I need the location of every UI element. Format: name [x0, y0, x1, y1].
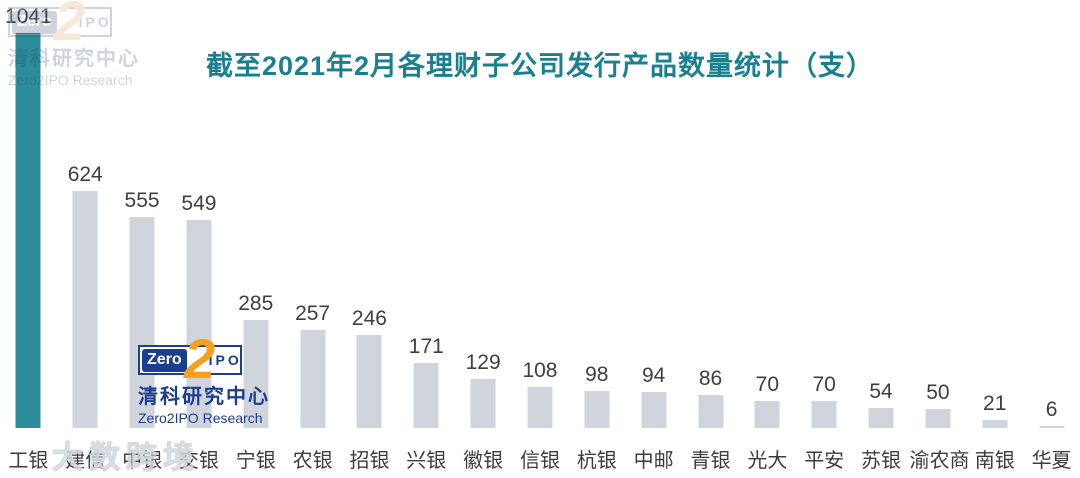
category-label: 建信: [65, 450, 106, 472]
bar-column: 257 农银: [284, 0, 341, 478]
logo-zero-text: Zero: [12, 10, 57, 34]
logo-two-text: 2: [184, 327, 216, 390]
bar-value-label: 555: [124, 189, 160, 213]
bar-value-label: 246: [351, 306, 387, 330]
logo-box: Zero 2 IPO: [8, 0, 112, 49]
bar: [754, 401, 780, 428]
category-label: 平安: [804, 450, 845, 472]
bar-value-label: 54: [869, 379, 893, 403]
bar: [527, 387, 553, 428]
bar-column: 94 中邮: [625, 0, 682, 478]
bar-column: 549 交银: [171, 0, 228, 478]
bar: [15, 33, 41, 428]
logo-chinese-name: 清科研究中心: [138, 386, 270, 408]
bar-column: 129 徽银: [455, 0, 512, 478]
site-watermark: 大数跨境: [52, 440, 200, 476]
logo-english-name: Zero2IPO Research: [138, 410, 263, 426]
category-label: 徽银: [463, 450, 504, 472]
bar: [470, 379, 496, 428]
zero2ipo-logo: Zero 2 IPO 清科研究中心 Zero2IPO Research: [138, 330, 270, 426]
bar-column: 70 光大: [739, 0, 796, 478]
bar-value-label: 86: [698, 367, 723, 391]
bar: [186, 219, 212, 428]
category-label: 兴银: [406, 450, 447, 472]
category-label: 农银: [292, 450, 333, 472]
bar-value-label: 624: [67, 163, 103, 187]
category-label: 光大: [747, 450, 788, 472]
logo-box: Zero 2 IPO: [138, 331, 242, 387]
category-label: 招银: [349, 450, 390, 472]
bar-column: 98 杭银: [568, 0, 625, 478]
bar-value-label: 98: [585, 362, 609, 386]
bar: [72, 191, 98, 428]
bar-column: 555 中银: [114, 0, 171, 478]
bar-column: 86 青银: [682, 0, 739, 478]
bar-column: 50 渝农商: [909, 0, 970, 478]
bar: [243, 319, 269, 428]
logo-zero-text: Zero: [142, 348, 187, 372]
bar: [868, 407, 894, 428]
category-label: 中邮: [633, 450, 674, 472]
category-label: 工银: [8, 450, 49, 472]
bar: [584, 390, 610, 428]
bar-column: 246 招银: [341, 0, 398, 478]
bar-value-label: 129: [465, 351, 501, 375]
bar-column: 108 信银: [512, 0, 569, 478]
bar-column: 624 建信: [57, 0, 114, 478]
bar: [982, 420, 1008, 428]
bar-column: 54 苏银: [853, 0, 910, 478]
bar-value-label: 21: [983, 392, 1007, 416]
bar: [811, 401, 837, 428]
bar-value-label: 257: [295, 302, 331, 326]
bar-column: 70 平安: [796, 0, 853, 478]
chart-title: 截至2021年2月各理财子公司发行产品数量统计（支）: [205, 51, 875, 81]
bar: [641, 392, 667, 428]
category-label: 青银: [690, 450, 731, 472]
bar-column: 6 华夏: [1023, 0, 1080, 478]
logo-ipo-text: IPO: [208, 352, 242, 368]
bar: [698, 395, 723, 428]
category-label: 信银: [519, 450, 560, 472]
bar-value-label: 549: [181, 191, 217, 215]
category-label: 苏银: [861, 450, 902, 472]
logo-ipo-text: IPO: [78, 14, 112, 30]
zero2ipo-watermark-logo: Zero 2 IPO 清科研究中心 Zero2IPO Research: [8, 0, 140, 88]
logo-english-name: Zero2IPO Research: [8, 72, 133, 88]
category-label: 交银: [178, 450, 219, 472]
bar-value-label: 6: [1045, 397, 1058, 421]
logo-chinese-name: 清科研究中心: [8, 48, 140, 70]
bar-column: 21 南银: [966, 0, 1023, 478]
bar-value-label: 50: [926, 381, 950, 405]
bar-value-label: 70: [812, 373, 836, 397]
bar: [129, 217, 155, 428]
category-label: 宁银: [235, 450, 276, 472]
bar: [1039, 425, 1065, 428]
logo-two-text: 2: [54, 0, 86, 52]
bar-column: 171 兴银: [398, 0, 455, 478]
bar: [925, 409, 951, 428]
category-label: 渝农商: [909, 450, 970, 472]
bar: [413, 363, 439, 428]
bar: [356, 334, 382, 428]
bar-value-label: 94: [641, 364, 666, 388]
bar-value-label: 285: [238, 291, 274, 315]
bar-value-label: 171: [408, 335, 444, 359]
bar-value-label: 108: [522, 359, 558, 383]
category-label: 杭银: [576, 450, 617, 472]
bar-column: 285 宁银: [227, 0, 284, 478]
bar: [300, 330, 326, 428]
category-label: 中银: [122, 450, 163, 472]
category-label: 华夏: [1031, 450, 1072, 472]
category-label: 南银: [974, 450, 1015, 472]
bar-value-label: 70: [755, 373, 780, 397]
